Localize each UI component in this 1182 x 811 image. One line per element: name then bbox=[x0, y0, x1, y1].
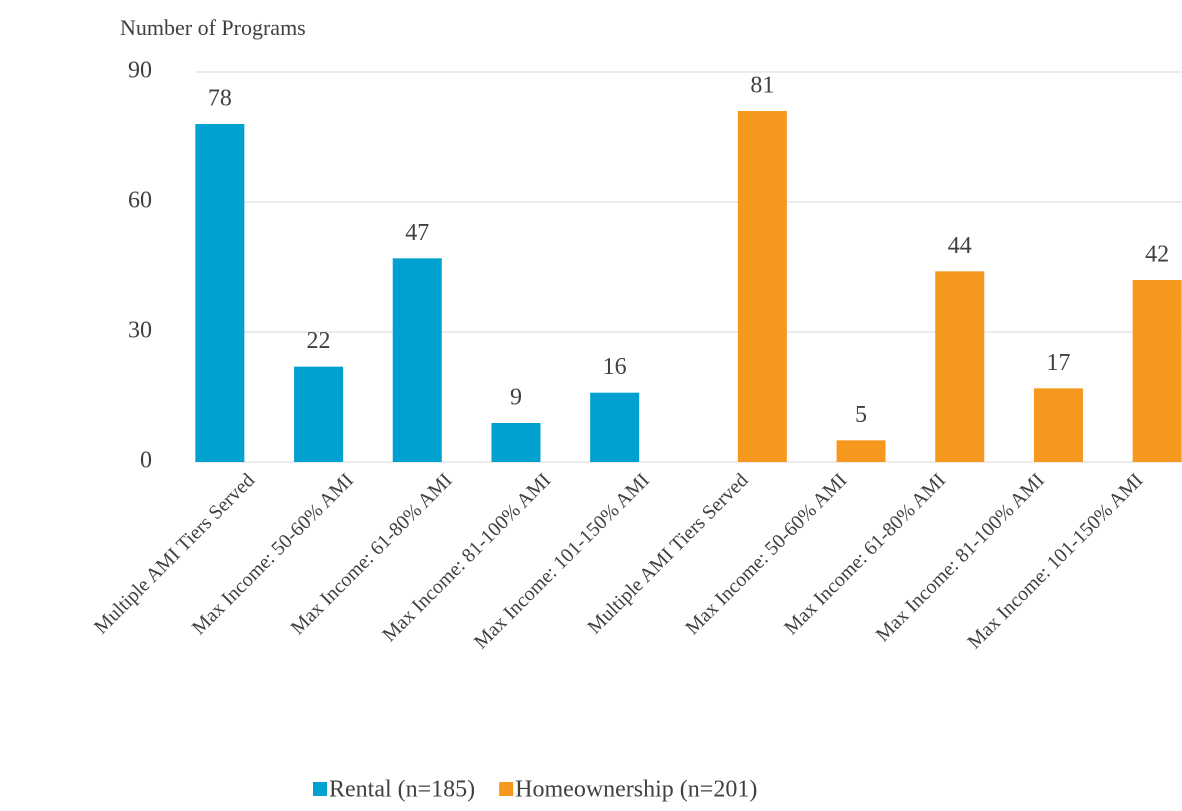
data-label: 17 bbox=[1046, 350, 1070, 376]
data-label: 5 bbox=[855, 402, 867, 428]
x-tick-label: Max Income: 81-100% AMI bbox=[378, 469, 555, 646]
bar bbox=[1132, 280, 1182, 462]
x-tick-label: Max Income: 50-60% AMI bbox=[681, 469, 851, 639]
bar bbox=[935, 271, 985, 462]
x-tick-label: Max Income: 81-100% AMI bbox=[872, 469, 1049, 646]
data-label: 44 bbox=[948, 233, 972, 259]
legend-label: Homeownership (n=201) bbox=[515, 777, 757, 803]
y-axis-label: Number of Programs bbox=[120, 15, 306, 40]
y-tick-label: 30 bbox=[128, 318, 152, 344]
bar bbox=[836, 440, 886, 462]
x-tick-label: Max Income: 61-80% AMI bbox=[780, 469, 950, 639]
data-label: 22 bbox=[307, 328, 331, 354]
x-tick-label: Max Income: 101-150% AMI bbox=[963, 469, 1147, 653]
x-tick-label: Max Income: 101-150% AMI bbox=[470, 469, 654, 653]
legend-swatch bbox=[313, 782, 327, 796]
x-tick-label: Max Income: 61-80% AMI bbox=[287, 469, 457, 639]
data-label: 16 bbox=[603, 354, 627, 380]
bar bbox=[294, 366, 344, 462]
bar bbox=[491, 423, 541, 462]
bar bbox=[392, 258, 442, 462]
data-label: 78 bbox=[208, 86, 232, 112]
data-label: 42 bbox=[1145, 242, 1169, 268]
x-tick-label: Max Income: 50-60% AMI bbox=[188, 469, 358, 639]
y-tick-label: 60 bbox=[128, 188, 152, 214]
bar bbox=[590, 392, 640, 462]
data-label: 47 bbox=[405, 220, 429, 246]
y-tick-label: 0 bbox=[140, 448, 152, 474]
data-label: 9 bbox=[510, 385, 522, 411]
x-tick-label: Multiple AMI Tiers Served bbox=[583, 469, 752, 638]
bar bbox=[737, 111, 787, 462]
legend-swatch bbox=[499, 782, 514, 796]
data-label: 81 bbox=[750, 73, 774, 99]
bar bbox=[195, 124, 245, 462]
y-tick-label: 90 bbox=[128, 58, 152, 84]
bar bbox=[1033, 388, 1083, 462]
x-tick-label: Multiple AMI Tiers Served bbox=[90, 469, 259, 638]
legend-label: Rental (n=185) bbox=[329, 777, 475, 803]
